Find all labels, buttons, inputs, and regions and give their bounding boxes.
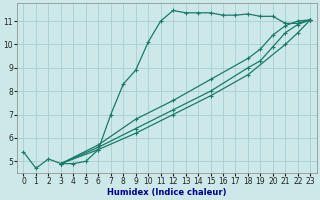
X-axis label: Humidex (Indice chaleur): Humidex (Indice chaleur) xyxy=(107,188,227,197)
